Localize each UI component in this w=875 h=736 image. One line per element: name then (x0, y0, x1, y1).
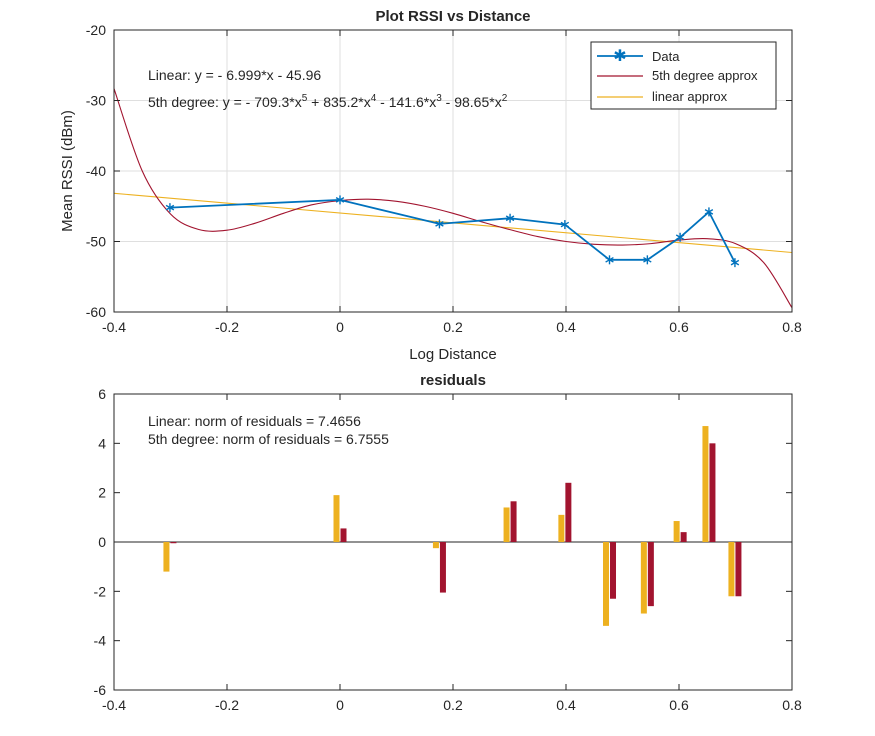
res-x-tick-label: 0.6 (669, 697, 689, 713)
res-x-tick-label: 0.8 (782, 697, 802, 713)
fifth-residual-bar (735, 542, 742, 597)
linear-residual-bar (503, 507, 510, 542)
rssi-grid (114, 30, 792, 312)
rssi-ticks: -0.4 -0.2 0 0.2 0.4 0.6 0.8 -60 -50 -40 -30 -20 (86, 22, 802, 335)
fifth-degree-fit-equation: 5th degree: y = - 709.3*x5 + 835.2*x4 - … (148, 93, 508, 110)
linear-residual-norm: Linear: norm of residuals = 7.4656 (148, 413, 361, 429)
y-tick-label: -20 (86, 22, 106, 38)
legend-data-label: Data (652, 49, 680, 64)
residuals-bars (163, 426, 742, 626)
rssi-plot: -0.4 -0.2 0 0.2 0.4 0.6 0.8 -60 -50 -40 -30 -20 Plo… (59, 8, 802, 363)
x-tick-label: -0.4 (102, 319, 126, 335)
res-x-tick-label: -0.2 (215, 697, 239, 713)
fifth-residual-bar (610, 542, 617, 599)
linear-residual-bar (728, 542, 735, 597)
linear-residual-bar (558, 514, 565, 542)
linear-fit-equation: Linear: y = - 6.999*x - 45.96 (148, 67, 321, 83)
res-y-tick-label: 2 (98, 485, 106, 501)
rssi-legend: ✱ Data 5th degree approx linear approx (590, 41, 777, 110)
x-tick-label: 0.8 (782, 319, 802, 335)
res-y-tick-label: -4 (94, 633, 107, 649)
fifth-residual-bar (565, 482, 572, 542)
data-point (505, 213, 515, 223)
data-point (643, 255, 652, 265)
linear-residual-bar (333, 495, 340, 542)
data-point (605, 255, 614, 265)
linear-residual-bar (702, 426, 709, 542)
y-tick-label: -40 (86, 163, 106, 179)
fifth-residual-bar (340, 528, 347, 542)
data-point (560, 220, 570, 230)
legend-data-marker: ✱ (613, 48, 626, 65)
x-tick-label: -0.2 (215, 319, 239, 335)
res-x-tick-label: -0.4 (102, 697, 126, 713)
legend-box (590, 41, 777, 110)
x-tick-label: 0.4 (556, 319, 576, 335)
data-point (165, 203, 175, 213)
linear-residual-bar (673, 521, 680, 542)
data-point (730, 258, 740, 268)
rssi-x-axis-label: Log Distance (409, 346, 497, 363)
residuals-plot-title: residuals (420, 372, 486, 389)
y-tick-label: -30 (86, 93, 106, 109)
legend-linear-label: linear approx (652, 89, 728, 104)
linear-residual-bar (603, 542, 610, 626)
x-tick-label: 0 (336, 319, 344, 335)
residuals-plot: -0.4 -0.2 0 0.2 0.4 0.6 0.8 -6 -4 -2 0 2 4 6 residual… (94, 372, 802, 713)
x-tick-label: 0.2 (443, 319, 463, 335)
res-y-tick-label: -2 (94, 583, 107, 599)
data-point (335, 195, 345, 205)
fifth-residual-bar (709, 443, 716, 542)
fifth-residual-bar (439, 542, 446, 593)
res-x-tick-label: 0 (336, 697, 344, 713)
legend-fifth-label: 5th degree approx (652, 68, 758, 83)
fifth-residual-bar (647, 542, 654, 607)
res-x-tick-label: 0.4 (556, 697, 576, 713)
data-point (704, 207, 714, 217)
fifth-residual-norm: 5th degree: norm of residuals = 6.7555 (148, 431, 389, 447)
res-y-tick-label: 6 (98, 386, 106, 402)
fifth-residual-bar (510, 501, 517, 542)
residuals-ticks: -0.4 -0.2 0 0.2 0.4 0.6 0.8 -6 -4 -2 0 2 4 6 (94, 386, 802, 713)
fifth-residual-bar (680, 532, 687, 542)
rssi-plot-title: Plot RSSI vs Distance (375, 8, 530, 25)
res-x-tick-label: 0.2 (443, 697, 463, 713)
data-point (675, 232, 685, 242)
linear-residual-bar (432, 542, 439, 549)
x-tick-label: 0.6 (669, 319, 689, 335)
linear-residual-bar (640, 542, 647, 614)
data-point (435, 219, 444, 229)
rssi-series (114, 88, 792, 309)
rssi-y-axis-label: Mean RSSI (dBm) (59, 110, 76, 232)
res-y-tick-label: 0 (98, 534, 106, 550)
linear-residual-bar (163, 542, 170, 572)
y-tick-label: -60 (86, 304, 106, 320)
fifth-residual-bar (170, 542, 177, 544)
data-series-line (169, 199, 736, 264)
y-tick-label: -50 (86, 234, 106, 250)
fifth-degree-approx-curve (114, 88, 792, 309)
res-y-tick-label: 4 (98, 435, 106, 451)
res-y-tick-label: -6 (94, 682, 107, 698)
